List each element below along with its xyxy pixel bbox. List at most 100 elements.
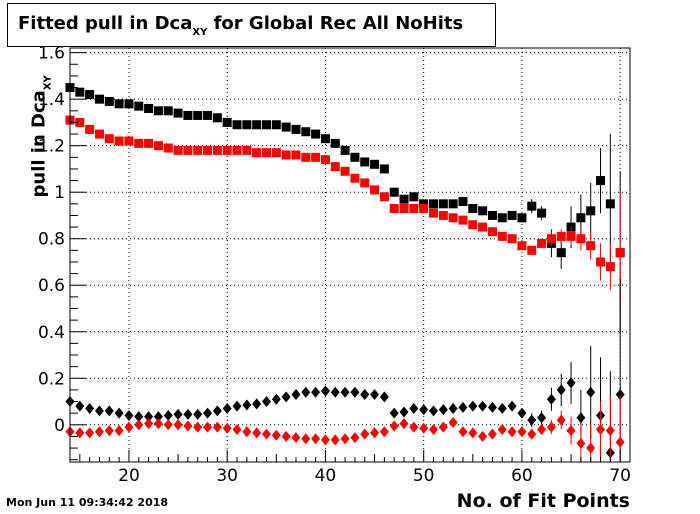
- data-point-square: [301, 127, 311, 137]
- data-point-square: [153, 141, 163, 151]
- data-point-diamond: [144, 418, 154, 430]
- data-point-diamond: [409, 403, 419, 415]
- data-point-diamond: [458, 426, 468, 438]
- series-layer: [65, 83, 625, 462]
- data-point-square: [438, 199, 448, 209]
- data-point-square: [281, 150, 291, 160]
- y-tick-label: 1.4: [38, 90, 65, 110]
- data-point-diamond: [104, 425, 114, 437]
- data-point-diamond: [399, 406, 409, 418]
- data-point-square: [350, 173, 360, 183]
- data-point-diamond: [556, 384, 566, 396]
- data-point-diamond: [448, 416, 458, 428]
- data-point-square: [448, 199, 458, 209]
- data-point-square: [389, 203, 399, 213]
- data-point-square: [586, 241, 596, 251]
- data-point-diamond: [350, 386, 360, 398]
- data-point-square: [183, 145, 193, 155]
- data-point-square: [379, 192, 389, 202]
- data-point-square: [497, 231, 507, 241]
- data-point-square: [487, 210, 497, 220]
- y-tick-label: 1.6: [38, 44, 65, 64]
- data-point-square: [399, 203, 409, 213]
- data-point-diamond: [448, 403, 458, 415]
- data-point-diamond: [468, 427, 478, 439]
- data-point-square: [478, 222, 488, 232]
- data-point-diamond: [370, 389, 380, 401]
- data-point-diamond: [497, 403, 507, 415]
- data-point-diamond: [576, 412, 586, 424]
- data-point-diamond: [320, 434, 330, 446]
- data-point-square: [605, 199, 615, 209]
- data-point-diamond: [183, 408, 193, 420]
- data-point-diamond: [261, 428, 271, 440]
- x-tick-label: 60: [511, 466, 533, 486]
- data-point-square: [546, 234, 556, 244]
- y-axis-label: pull in DcaXY: [28, 75, 54, 198]
- data-point-square: [537, 238, 547, 248]
- data-point-square: [252, 120, 262, 130]
- data-point-diamond: [114, 425, 124, 437]
- data-point-square: [320, 134, 330, 144]
- x-tick-label: 40: [315, 466, 337, 486]
- data-point-square: [517, 213, 527, 223]
- data-point-square: [468, 203, 478, 213]
- data-point-diamond: [429, 405, 439, 417]
- data-point-diamond: [311, 433, 321, 445]
- data-point-square: [340, 145, 350, 155]
- data-point-diamond: [183, 420, 193, 432]
- data-point-diamond: [330, 386, 340, 398]
- data-point-diamond: [389, 420, 399, 432]
- data-point-square: [261, 120, 271, 130]
- data-point-square: [291, 124, 301, 134]
- data-point-diamond: [438, 404, 448, 416]
- data-point-square: [311, 152, 321, 162]
- data-point-square: [419, 199, 429, 209]
- data-point-square: [458, 197, 468, 207]
- data-point-square: [487, 227, 497, 237]
- data-point-diamond: [360, 389, 370, 401]
- data-point-diamond: [399, 418, 409, 430]
- series-3: [65, 395, 625, 462]
- data-point-diamond: [203, 407, 213, 419]
- data-point-square: [517, 241, 527, 251]
- data-point-diamond: [409, 421, 419, 433]
- data-point-square: [360, 178, 370, 188]
- data-point-square: [370, 185, 380, 195]
- data-point-square: [596, 176, 606, 186]
- data-point-square: [507, 234, 517, 244]
- data-point-square: [124, 136, 134, 146]
- data-point-diamond: [370, 427, 380, 439]
- data-point-square: [370, 159, 380, 169]
- data-point-square: [94, 129, 104, 139]
- data-point-diamond: [94, 405, 104, 417]
- data-point-square: [212, 145, 222, 155]
- data-point-diamond: [320, 385, 330, 397]
- data-point-square: [409, 203, 419, 213]
- y-tick-label: 0.4: [38, 323, 65, 343]
- data-point-square: [596, 257, 606, 267]
- data-point-square: [134, 138, 144, 148]
- data-point-square: [429, 199, 439, 209]
- data-point-square: [242, 145, 252, 155]
- data-point-diamond: [487, 428, 497, 440]
- data-point-diamond: [271, 429, 281, 441]
- series-0: [65, 83, 625, 335]
- data-point-square: [271, 148, 281, 158]
- chart-title: Fitted pull in DcaXY for Global Rec All …: [18, 13, 464, 38]
- y-tick-label: 1.2: [38, 137, 65, 157]
- data-point-diamond: [144, 411, 154, 423]
- data-point-diamond: [252, 427, 262, 439]
- data-point-diamond: [291, 389, 301, 401]
- x-tick-label: 30: [216, 466, 238, 486]
- data-point-diamond: [507, 400, 517, 412]
- data-point-diamond: [546, 421, 556, 433]
- data-point-square: [75, 87, 85, 97]
- data-point-diamond: [566, 377, 576, 389]
- data-point-square: [527, 201, 537, 211]
- data-point-square: [163, 106, 173, 116]
- data-point-diamond: [281, 430, 291, 442]
- data-point-square: [419, 203, 429, 213]
- data-point-diamond: [605, 425, 615, 437]
- data-point-diamond: [301, 433, 311, 445]
